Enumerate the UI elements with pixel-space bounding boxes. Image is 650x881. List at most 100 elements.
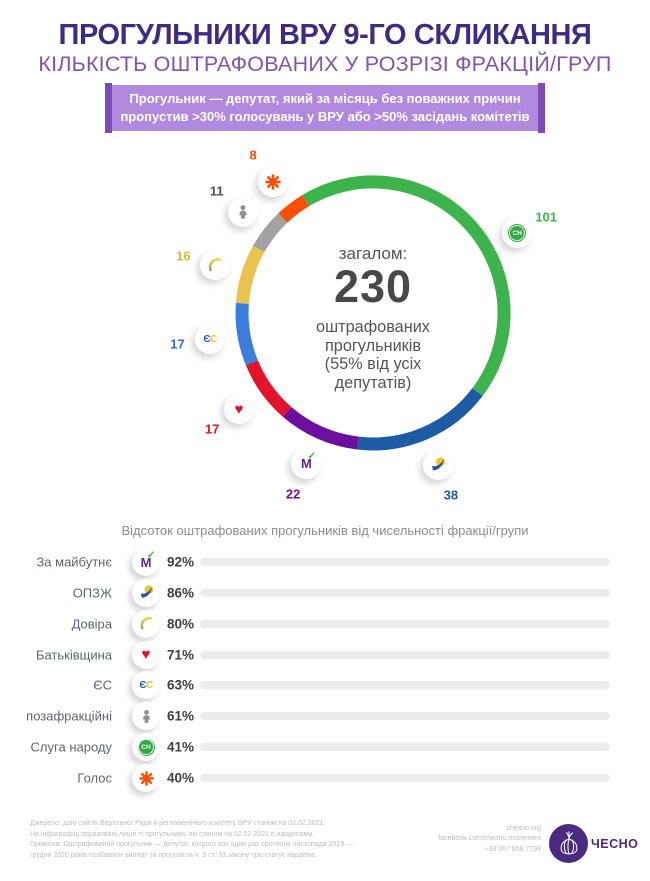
bar-percent: 92% <box>167 554 195 570</box>
bar-badge-Довіра <box>132 609 160 638</box>
footer-contact-line: +38 067 658 7798 <box>484 845 541 853</box>
heart-icon: ♥ <box>234 400 244 418</box>
person-icon <box>142 709 150 723</box>
bar-badge-За майбутнє: М ✓ <box>132 548 160 576</box>
bar-percent: 63% <box>167 677 195 693</box>
bar-label: Голос <box>77 770 112 786</box>
bar-label: ЄС <box>93 677 112 693</box>
person-icon <box>239 204 247 219</box>
es-icon: ЄС <box>203 333 217 345</box>
definition-line-2: пропустив >30% голосувань у ВРУ або >50%… <box>120 109 530 124</box>
bar-track <box>200 588 610 597</box>
chesno-logo <box>549 824 588 863</box>
donut-badge-Батьківщина: ♥ <box>223 394 254 425</box>
bar-label: Довіра <box>71 616 112 632</box>
donut-value-Довіра: 16 <box>176 248 191 264</box>
footer-contact-line: chesno.org <box>506 825 541 832</box>
page-title: ПРОГУЛЬНИКИ ВРУ 9-ГО СКЛИКАННЯ <box>58 19 592 51</box>
footer-contacts: chesno.org facebook.com/chesno.movement +3… <box>438 824 541 855</box>
donut-center-sub-line: (55% від усіх <box>324 355 422 374</box>
bar-row-ОПЗЖ: ОПЗЖ 86% <box>0 578 650 608</box>
donut-slice-ОПЗЖ: ОПЗЖ: 38 <box>357 388 483 451</box>
donut-badge-ЄС: ЄС <box>195 324 226 355</box>
donut-slice-Батьківщина: Батьківщина: 17 <box>245 360 292 417</box>
donut-badge-Голос <box>258 166 289 197</box>
bar-percent: 61% <box>167 708 195 724</box>
bar-track <box>200 558 610 566</box>
donut-badge-Довіра <box>199 250 230 281</box>
bar-row-ЄС: ЄС ЄС 63% <box>0 670 650 700</box>
donut-center-label: загалом: <box>338 244 408 263</box>
donut-value-Батьківщина: 17 <box>204 421 220 437</box>
bar-percent: 40% <box>167 770 195 786</box>
es-icon: ЄС <box>139 679 153 691</box>
bar-row-Батьківщина: Батьківщина ♥ 71% <box>0 640 650 670</box>
bar-row-За майбутнє: За майбутнє М ✓ 92% <box>0 547 650 577</box>
bar-chart-title: Відсоток оштрафованих прогульників від ч… <box>121 523 529 538</box>
bar-track <box>200 619 610 628</box>
dovira-crescent-icon <box>208 258 221 272</box>
bar-row-Голос: Голос 40% <box>0 763 650 793</box>
footer-contact-line: facebook.com/chesno.movement <box>438 835 541 843</box>
donut-center-subtext: оштрафованих прогульників (55% від усіх деп… <box>316 318 430 392</box>
bar-badge-ЄС: ЄС <box>132 671 160 700</box>
bar-track <box>200 774 610 782</box>
donut-center-sub-line: прогульників <box>324 336 422 355</box>
bar-badge-ОПЗЖ <box>132 578 160 607</box>
bar-track <box>200 650 610 659</box>
bar-label: Батьківщина <box>35 647 112 663</box>
donut-slice-Довіра: Довіра: 16 <box>235 245 265 305</box>
sluha-narodu-icon: СН <box>137 738 155 756</box>
footer-note-line: Джерело: дані сайтів Верховної Ради й ре… <box>30 820 326 827</box>
za-maibutne-icon: М ✓ <box>140 549 156 570</box>
footer-notes: Джерело: дані сайтів Верховної Ради й ре… <box>30 819 353 861</box>
bar-row-Довіра: Довіра 80% <box>0 609 650 639</box>
donut-slice-позафракційні: позафракційні: 11 <box>253 213 288 253</box>
donut-value-ОПЗЖ: 38 <box>443 487 459 503</box>
donut-badge-ОПЗЖ <box>422 449 453 480</box>
bar-badge-Голос <box>132 764 160 792</box>
definition-banner: Прогульник — депутат, який за місяць без… <box>105 83 545 133</box>
bar-label: позафракційні <box>26 708 112 724</box>
bar-label: ОПЗЖ <box>72 585 112 601</box>
donut-value-Слуга народу: 101 <box>535 209 558 225</box>
bar-row-позафракційні: позафракційні 61% <box>0 701 650 731</box>
holos-asterisk-icon <box>138 770 154 786</box>
dovira-crescent-icon <box>140 617 152 630</box>
opzh-bird-icon <box>140 585 153 599</box>
bar-track <box>200 743 610 752</box>
donut-badge-позафракційні <box>227 196 258 227</box>
donut-center-sub-line: депутатів) <box>334 373 412 392</box>
bar-badge-Батьківщина: ♥ <box>132 640 160 669</box>
garlic-icon <box>560 830 577 854</box>
definition-line-1: Прогульник — депутат, який за місяць без… <box>129 90 521 106</box>
bar-percent: 86% <box>167 585 195 601</box>
donut-center-value: 230 <box>333 261 413 312</box>
bar-percent: 80% <box>167 616 195 632</box>
donut-slice-За майбутнє: За майбутнє: 22 <box>282 406 359 450</box>
donut-center-sub-line: оштрафованих <box>316 318 430 336</box>
footer-note-line: грудня 2020 років позбавили виплат за пр… <box>30 851 317 859</box>
bar-label: За майбутнє <box>36 554 112 570</box>
holos-asterisk-icon <box>265 173 281 190</box>
donut-value-позафракційні: 11 <box>209 183 224 199</box>
donut-slice-ЄС: ЄС: 17 <box>235 302 258 366</box>
bar-percent: 71% <box>167 647 195 663</box>
sluha-narodu-icon: СН <box>508 224 527 242</box>
footer-note-line: На інфографіці пораховані лише ті прогул… <box>30 830 315 838</box>
bar-label: Слуга народу <box>30 739 112 755</box>
bar-badge-позафракційні <box>132 702 160 731</box>
donut-value-ЄС: 17 <box>170 336 185 352</box>
donut-value-Голос: 8 <box>249 147 257 163</box>
bar-badge-Слуга народу: СН <box>132 733 160 762</box>
footer-note-line: Примітка: Оштрафований прогульник — депу… <box>30 841 354 849</box>
bar-percent: 41% <box>167 739 195 755</box>
donut-badge-За майбутнє: М ✓ <box>291 448 322 479</box>
bar-row-Слуга народу: Слуга народу СН 41% <box>0 732 650 762</box>
heart-icon: ♥ <box>141 646 151 664</box>
page-subtitle: КІЛЬКІСТЬ ОШТРАФОВАНИХ У РОЗРІЗІ ФРАКЦІЙ… <box>38 52 612 76</box>
bar-track <box>200 712 610 721</box>
donut-value-За майбутнє: 22 <box>285 486 301 502</box>
chesno-wordmark: ЧЕСНО <box>591 837 639 851</box>
